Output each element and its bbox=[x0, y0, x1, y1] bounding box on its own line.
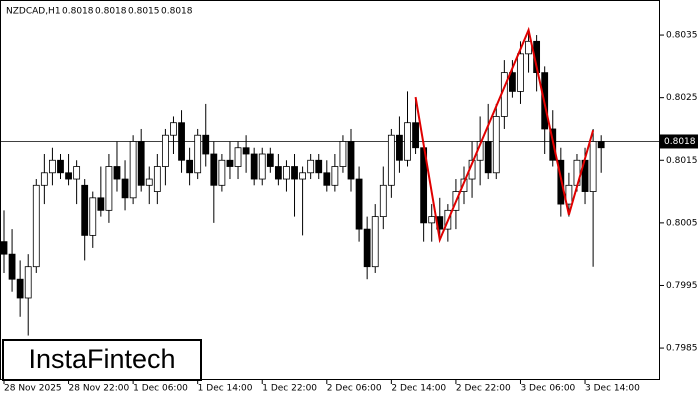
candle-body bbox=[32, 184, 40, 268]
candle-body bbox=[307, 159, 315, 174]
x-tick-label: 3 Dec 06:00 bbox=[520, 384, 575, 394]
y-tick-label: 0.8005 bbox=[666, 218, 698, 228]
logo-box bbox=[2, 339, 202, 381]
candle-body bbox=[194, 134, 202, 174]
logo-text: InstaFintech bbox=[28, 344, 175, 374]
candle-body bbox=[266, 153, 274, 167]
x-tick-label: 1 Dec 14:00 bbox=[198, 384, 253, 394]
candle-body bbox=[404, 122, 411, 161]
candle-body bbox=[379, 184, 387, 218]
candle-body bbox=[16, 278, 24, 299]
candle-body bbox=[218, 159, 226, 186]
y-tick-label: 0.8015 bbox=[666, 156, 698, 166]
candle-body bbox=[129, 141, 137, 199]
candle-body bbox=[24, 266, 32, 299]
candle-body bbox=[234, 147, 242, 167]
current-price-box bbox=[660, 134, 698, 149]
x-tick-label: 28 Nov 22:00 bbox=[69, 384, 130, 394]
logo: InstaFintech bbox=[2, 339, 202, 381]
candle-body bbox=[274, 166, 282, 180]
candle-body bbox=[363, 228, 371, 268]
candle-body bbox=[347, 141, 355, 180]
candle-body bbox=[428, 216, 436, 224]
candle-body bbox=[492, 116, 500, 174]
candle-body bbox=[484, 141, 492, 174]
candle-body bbox=[137, 141, 145, 186]
candle-body bbox=[565, 184, 573, 205]
y-tick-label: 0.8035 bbox=[666, 31, 698, 41]
y-tick-label: 0.8025 bbox=[666, 93, 698, 103]
y-tick-label: 0.7985 bbox=[666, 344, 698, 354]
candle-body bbox=[113, 166, 121, 180]
candle-body bbox=[242, 147, 250, 155]
candle-body bbox=[331, 166, 339, 186]
candle-body bbox=[258, 153, 266, 180]
candle-body bbox=[97, 197, 105, 211]
pattern-line bbox=[414, 26, 595, 244]
candle-body bbox=[178, 122, 185, 161]
plot-frame bbox=[0, 0, 660, 380]
candle-body bbox=[49, 159, 56, 174]
header-value: 0.8018 bbox=[95, 7, 127, 17]
x-tick-label: 3 Dec 14:00 bbox=[585, 384, 640, 394]
x-tick-label: 1 Dec 06:00 bbox=[133, 384, 188, 394]
candle-body bbox=[250, 153, 258, 180]
candle-body bbox=[226, 159, 234, 167]
candle-body bbox=[396, 134, 403, 161]
candle-body bbox=[8, 253, 16, 280]
candle-body bbox=[460, 178, 468, 192]
x-tick-label: 28 Nov 2025 bbox=[4, 384, 62, 394]
x-tick-label: 2 Dec 22:00 bbox=[456, 384, 511, 394]
candle-body bbox=[315, 159, 323, 174]
candle-body bbox=[589, 141, 597, 192]
candle-body bbox=[40, 172, 48, 186]
header-value: 0.8018 bbox=[161, 7, 193, 17]
candle-body bbox=[371, 216, 379, 268]
candle-body bbox=[81, 184, 89, 236]
candle-body bbox=[186, 159, 194, 174]
candle-body bbox=[121, 178, 129, 199]
candle-body bbox=[170, 122, 177, 136]
y-tick-label: 0.7995 bbox=[666, 281, 698, 291]
candle-body bbox=[355, 178, 363, 230]
candle-body bbox=[0, 241, 8, 255]
x-tick-label: 2 Dec 06:00 bbox=[327, 384, 382, 394]
candle-body bbox=[412, 122, 419, 149]
candle-body bbox=[517, 53, 524, 92]
candle-body bbox=[597, 141, 605, 149]
candle-body bbox=[153, 166, 161, 192]
candle-body bbox=[323, 172, 331, 186]
candle-body bbox=[145, 178, 153, 186]
candle-body bbox=[299, 172, 306, 180]
candle-body bbox=[161, 134, 169, 167]
candle-body bbox=[57, 159, 64, 174]
candle-body bbox=[65, 172, 72, 180]
candle-body bbox=[202, 134, 210, 155]
candle-body bbox=[105, 166, 113, 211]
candle-body bbox=[509, 72, 516, 92]
candle-body bbox=[210, 153, 218, 186]
candle-body bbox=[89, 197, 97, 236]
x-tick-label: 2 Dec 14:00 bbox=[391, 384, 446, 394]
chart-title: NZDCAD,H1 bbox=[6, 7, 61, 17]
candle-body bbox=[283, 166, 290, 180]
candle-body bbox=[73, 166, 81, 180]
header-value: 0.8018 bbox=[62, 7, 94, 17]
x-tick-label: 1 Dec 22:00 bbox=[262, 384, 317, 394]
header-value: 0.8015 bbox=[128, 7, 160, 17]
current-price-label: 0.8018 bbox=[664, 137, 696, 147]
candle-body bbox=[291, 166, 298, 180]
candle-body bbox=[339, 141, 347, 167]
candle-body bbox=[387, 134, 395, 186]
